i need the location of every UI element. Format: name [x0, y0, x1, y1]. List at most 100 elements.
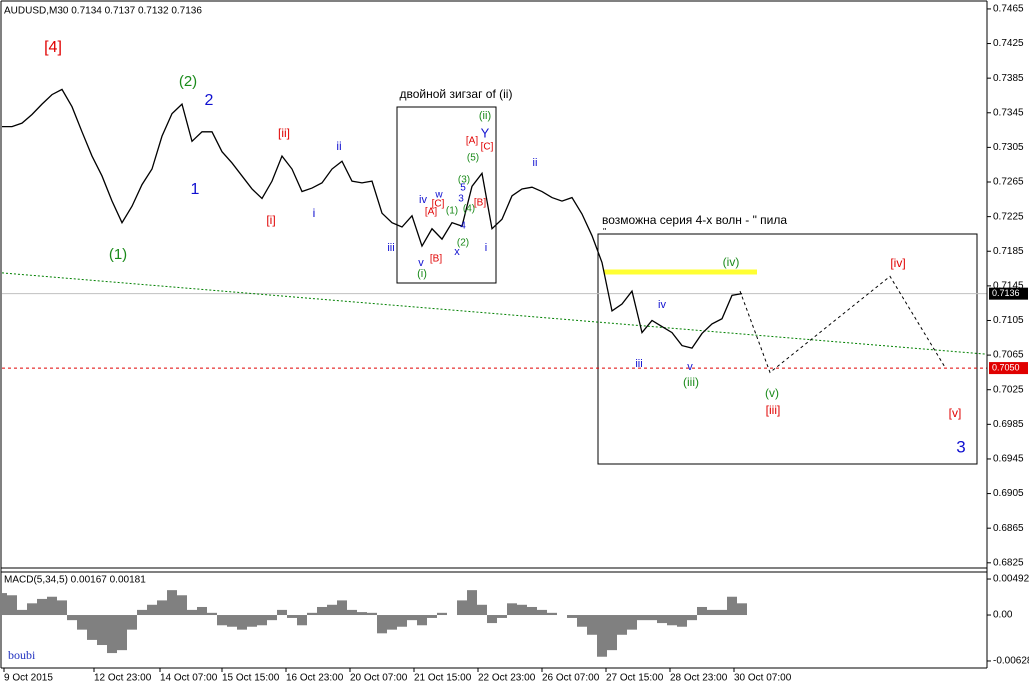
- histogram-bar: [17, 609, 27, 616]
- x-tick-label: 27 Oct 15:00: [606, 673, 664, 684]
- level-box: [989, 362, 1028, 375]
- y-tick-label: 0.00: [993, 610, 1013, 621]
- histogram-bar: [37, 598, 47, 616]
- y-tick-label: 0.6945: [993, 454, 1024, 465]
- histogram-bar: [417, 615, 427, 626]
- histogram-bar: [487, 615, 497, 624]
- wave-label: возможна серия 4-х волн - " пила: [602, 213, 787, 227]
- histogram-bar: [497, 615, 507, 618]
- wave-label: [v]: [949, 406, 962, 420]
- wave-label: [iv]: [890, 256, 905, 270]
- histogram-bar: [287, 615, 297, 618]
- y-tick-label: 0.00492: [993, 574, 1029, 585]
- y-tick-label: 0.7385: [993, 73, 1024, 84]
- histogram-bar: [607, 615, 617, 651]
- histogram-bar: [157, 600, 167, 616]
- wave-label: двойной зигзаг of (ii): [400, 87, 513, 101]
- x-tick-label: 15 Oct 15:00: [222, 673, 280, 684]
- y-tick-label: 0.7425: [993, 38, 1024, 49]
- wave-label: i: [485, 242, 487, 254]
- histogram-bar: [477, 604, 487, 616]
- histogram-bar: [667, 615, 677, 626]
- wave-label: (2): [179, 73, 197, 90]
- wave-label: [C]: [481, 142, 494, 153]
- x-tick-label: 12 Oct 23:00: [94, 673, 152, 684]
- wave-label: v: [418, 257, 424, 269]
- histogram-bar: [587, 615, 597, 635]
- wave-label: x: [454, 246, 460, 258]
- histogram-bar: [327, 604, 337, 616]
- y-tick-label: 0.7185: [993, 246, 1024, 257]
- wave-label: [B]: [474, 198, 486, 209]
- histogram-bar: [127, 615, 137, 630]
- wave-label: [A]: [466, 136, 478, 147]
- x-tick-label: 20 Oct 07:00: [350, 673, 408, 684]
- histogram-bar: [307, 612, 317, 616]
- histogram-bar: [397, 615, 407, 627]
- histogram-bar: [47, 596, 57, 616]
- histogram-bar: [437, 612, 447, 616]
- level-label: 0.7050: [992, 362, 1020, 372]
- histogram-bar: [107, 615, 117, 654]
- histogram-bar: [707, 609, 717, 616]
- x-tick-label: 16 Oct 23:00: [286, 673, 344, 684]
- histogram-bar: [457, 600, 467, 616]
- y-tick-label: 0.6825: [993, 557, 1024, 568]
- histogram-bar: [257, 615, 267, 626]
- histogram-bar: [507, 603, 517, 616]
- histogram-bar: [427, 615, 437, 618]
- histogram-bar: [87, 615, 97, 640]
- trendline: [1, 272, 988, 355]
- histogram-bar: [77, 615, 87, 630]
- histogram-bar: [677, 615, 687, 627]
- wave-label: (2): [457, 238, 469, 249]
- wave-label: Y: [481, 125, 490, 140]
- plot: [1, 88, 988, 374]
- histogram-bar: [237, 615, 247, 630]
- price-line: [2, 88, 743, 349]
- x-tick-label: 21 Oct 15:00: [414, 673, 472, 684]
- histogram-bar: [637, 615, 647, 621]
- histogram-bar: [187, 609, 197, 616]
- histogram-bar: [727, 596, 737, 616]
- histogram-bar: [167, 590, 177, 616]
- histogram-bar: [217, 615, 227, 626]
- wave-label: 2: [205, 92, 214, 109]
- wave-label: [A]: [425, 207, 437, 218]
- x-tick-label: 28 Oct 23:00: [670, 673, 728, 684]
- histogram-bar: [687, 615, 697, 621]
- histogram-bar: [717, 609, 727, 616]
- wave-label: (3): [458, 175, 470, 186]
- histogram-bar: [147, 604, 157, 616]
- wave-label: iii: [635, 358, 642, 370]
- histogram-bar: [27, 603, 37, 616]
- histogram-bar: [537, 609, 547, 616]
- x-tick-label: 9 Oct 2015: [4, 673, 53, 684]
- histogram-bar: [97, 615, 107, 646]
- histogram-bar: [137, 609, 147, 616]
- y-tick-label: 0.7265: [993, 177, 1024, 188]
- y-tick-label: 0.7465: [993, 4, 1024, 15]
- histogram-bar: [737, 603, 747, 616]
- histogram-bar: [567, 615, 577, 618]
- last-price-label: 0.7136: [992, 288, 1020, 298]
- last-price-box: [989, 287, 1028, 300]
- wave-label: iii: [387, 242, 394, 254]
- histogram-bar: [597, 615, 607, 657]
- histogram-bar: [627, 615, 637, 630]
- annotation-box: [597, 233, 978, 465]
- x-tick-label: 14 Oct 07:00: [160, 673, 218, 684]
- histogram-bar: [367, 612, 377, 616]
- wave-label: ii: [336, 139, 341, 153]
- x-tick-label: 30 Oct 07:00: [734, 673, 792, 684]
- chart-title: AUDUSD,M30 0.7134 0.7137 0.7132 0.7136: [4, 6, 202, 17]
- y-tick-label: 0.7345: [993, 107, 1024, 118]
- y-tick-label: 0.6865: [993, 523, 1024, 534]
- wave-label: 3: [956, 437, 965, 456]
- y-tick-label: 0.7145: [993, 281, 1024, 292]
- wave-label: iv: [419, 194, 427, 206]
- projection: [739, 275, 946, 374]
- wave-label: (ii): [479, 110, 491, 122]
